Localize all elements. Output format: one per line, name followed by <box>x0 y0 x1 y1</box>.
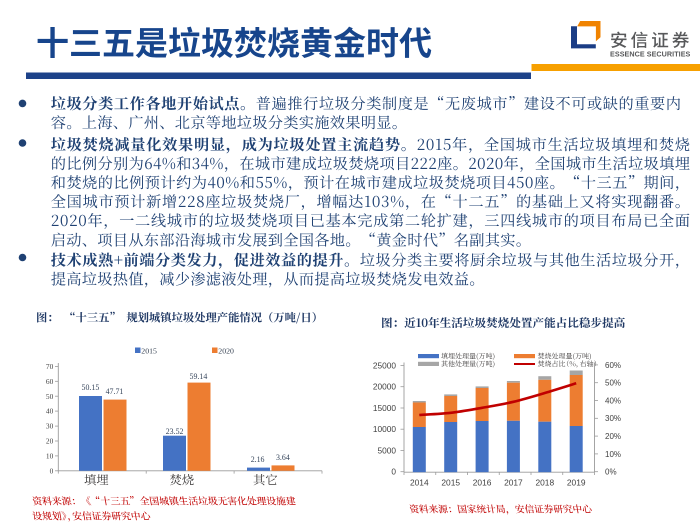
svg-text:30%: 30% <box>605 414 621 423</box>
svg-text:60: 60 <box>46 377 54 386</box>
svg-text:60%: 60% <box>605 361 621 370</box>
svg-text:2.16: 2.16 <box>251 455 265 464</box>
svg-text:20000: 20000 <box>373 382 396 392</box>
svg-text:20: 20 <box>46 437 54 446</box>
svg-text:2016: 2016 <box>473 478 492 488</box>
svg-text:59.14: 59.14 <box>190 372 208 381</box>
svg-text:2014: 2014 <box>410 478 429 488</box>
svg-text:2015: 2015 <box>141 347 157 356</box>
svg-text:70: 70 <box>46 362 54 371</box>
svg-text:2019: 2019 <box>567 478 586 488</box>
svg-text:50: 50 <box>46 392 54 401</box>
svg-text:47.71: 47.71 <box>106 387 124 396</box>
svg-text:0%: 0% <box>605 468 617 477</box>
svg-text:2018: 2018 <box>535 478 554 488</box>
svg-text:50%: 50% <box>605 379 621 388</box>
svg-text:0: 0 <box>391 467 396 477</box>
svg-text:0: 0 <box>50 466 54 475</box>
svg-text:2020: 2020 <box>218 347 234 356</box>
svg-text:3.64: 3.64 <box>276 453 290 462</box>
svg-text:2017: 2017 <box>504 478 523 488</box>
svg-text:23.52: 23.52 <box>166 427 184 436</box>
svg-text:10: 10 <box>46 451 54 460</box>
svg-text:50.15: 50.15 <box>82 383 100 392</box>
svg-text:ESSENCE SECURITIES: ESSENCE SECURITIES <box>610 50 691 59</box>
svg-text:15000: 15000 <box>373 403 396 413</box>
svg-text:40%: 40% <box>605 396 621 405</box>
svg-text:30: 30 <box>46 422 54 431</box>
svg-text:25000: 25000 <box>373 361 396 371</box>
svg-text:2015: 2015 <box>441 478 460 488</box>
svg-text:5000: 5000 <box>378 446 397 456</box>
svg-text:10%: 10% <box>605 450 621 459</box>
svg-text:40: 40 <box>46 407 54 416</box>
svg-text:20%: 20% <box>605 432 621 441</box>
svg-text:10000: 10000 <box>373 424 396 434</box>
